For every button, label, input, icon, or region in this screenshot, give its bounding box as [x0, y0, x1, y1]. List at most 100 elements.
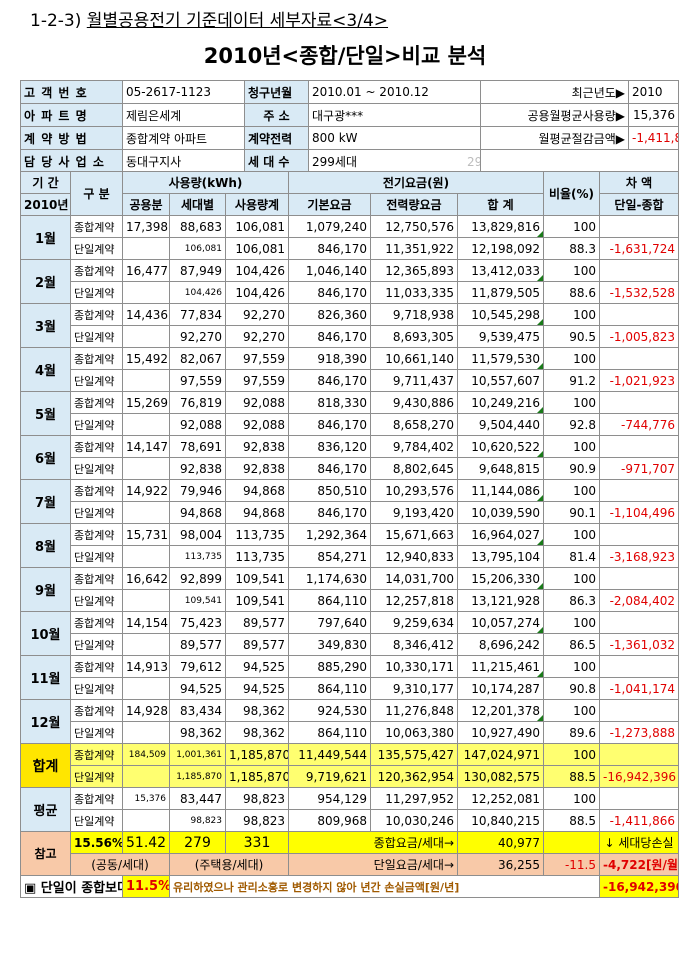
- house-count: 299세대299: [308, 149, 481, 173]
- cell: 818,330: [288, 391, 371, 414]
- contract-combined: 종합계약: [70, 479, 123, 502]
- month-label: 7월: [20, 479, 71, 524]
- cell: -1,104,496: [599, 501, 679, 524]
- month-label: 5월: [20, 391, 71, 436]
- cell: 92,270: [169, 325, 226, 348]
- contract-single: 단일계약: [70, 413, 123, 436]
- contract-combined: 종합계약: [70, 259, 123, 282]
- section-title: 월별공용전기 기준데이터 세부자료<3/4>: [86, 11, 389, 31]
- cell: [599, 743, 679, 766]
- summary-pct: 11.5%: [122, 875, 170, 898]
- month-label: 6월: [20, 435, 71, 480]
- table-row: 3월 종합계약 14,436 77,834 92,270 826,360 9,718,938…: [20, 303, 679, 348]
- table-row: 단일계약 106,081 106,081 846,170 11,351,922 12,19…: [21, 237, 679, 260]
- contract-combined: 종합계약: [70, 743, 123, 766]
- contract-combined: 종합계약: [70, 391, 123, 414]
- cell: 14,928: [122, 699, 170, 722]
- table-row: 단일계약 94,868 94,868 846,170 9,193,420 10,039,5…: [21, 501, 679, 524]
- cell: [599, 523, 679, 546]
- cell: 100: [543, 303, 600, 326]
- cell: -1,021,923: [599, 369, 679, 392]
- cell: [599, 303, 679, 326]
- cell: 8,802,645: [370, 457, 458, 480]
- hdr-kind: 구 분: [70, 171, 123, 216]
- cell: 88.6: [543, 281, 600, 304]
- cell: 100: [543, 699, 600, 722]
- ref-pct: 15.56%: [70, 831, 123, 854]
- cust-no: 05-2617-1123: [122, 80, 245, 104]
- month-label: 12월: [20, 699, 71, 744]
- cell: 120,362,954: [370, 765, 458, 788]
- cell: [122, 325, 170, 348]
- hdr-year: 2010년: [20, 193, 71, 216]
- cell: 100: [543, 479, 600, 502]
- office-label: 담 당 사 업 소: [20, 149, 123, 173]
- cell: 100: [543, 347, 600, 370]
- cell: [122, 457, 170, 480]
- cell: 92,899: [169, 567, 226, 590]
- cell: 109,541: [169, 589, 226, 612]
- cust-no-label: 고 객 번 호: [20, 80, 123, 104]
- cell: 135,575,427: [370, 743, 458, 766]
- cell: 10,545,298: [457, 303, 544, 326]
- cell: [122, 281, 170, 304]
- cell: 9,539,475: [457, 325, 544, 348]
- cell: 94,868: [225, 501, 289, 524]
- cell: 76,819: [169, 391, 226, 414]
- cell: 8,658,270: [370, 413, 458, 436]
- contract-combined: 종합계약: [70, 699, 123, 722]
- cell: [599, 699, 679, 722]
- monthly-table: 기 간 구 분 사용량(kWh) 전기요금(원) 비율(%) 차 액 2010년…: [20, 171, 679, 898]
- cell: 15,269: [122, 391, 170, 414]
- contract-combined: 종합계약: [70, 567, 123, 590]
- cell: 94,868: [169, 501, 226, 524]
- table-row: 10월 종합계약 14,154 75,423 89,577 797,640 9,259,63…: [20, 611, 679, 656]
- cell: 100: [543, 523, 600, 546]
- cell: 12,940,833: [370, 545, 458, 568]
- table-row: 9월 종합계약 16,642 92,899 109,541 1,174,630 14,031…: [20, 567, 679, 612]
- cell: 94,525: [169, 677, 226, 700]
- cell: -1,532,528: [599, 281, 679, 304]
- cell: 113,735: [225, 523, 289, 546]
- table-row: 단일계약 92,088 92,088 846,170 8,658,270 9,504,44…: [21, 413, 679, 436]
- cell: 924,530: [288, 699, 371, 722]
- ref-combined-val: 40,977: [457, 831, 544, 854]
- cell: 78,691: [169, 435, 226, 458]
- contract-single: 단일계약: [70, 501, 123, 524]
- hdr-base: 기본요금: [288, 193, 371, 216]
- table-row: 6월 종합계약 14,147 78,691 92,838 836,120 9,784,402…: [20, 435, 679, 480]
- cell: 809,968: [288, 809, 371, 832]
- table-row: 단일계약 89,577 89,577 349,830 8,346,412 8,696,24…: [21, 633, 679, 656]
- comment-marker-icon: [537, 495, 543, 501]
- contract-single: 단일계약: [70, 457, 123, 480]
- cell: 9,711,437: [370, 369, 458, 392]
- table-row: 단일계약 98,362 98,362 864,110 10,063,380 10,927,…: [21, 721, 679, 744]
- cell: 10,840,215: [457, 809, 544, 832]
- month-label: 합계: [20, 743, 71, 788]
- cell: 14,031,700: [370, 567, 458, 590]
- hdr-usage-total: 사용량계: [225, 193, 289, 216]
- cell: 14,922: [122, 479, 170, 502]
- contract-power: 800 kW: [308, 126, 481, 150]
- cell: [599, 347, 679, 370]
- cell: 10,174,287: [457, 677, 544, 700]
- section-number: 1-2-3): [30, 11, 82, 31]
- month-label: 1월: [20, 215, 71, 260]
- month-label: 4월: [20, 347, 71, 392]
- cell: 864,110: [288, 721, 371, 744]
- house-count-gray: 299: [467, 154, 480, 169]
- cell: 11,144,086: [457, 479, 544, 502]
- cell: 92.8: [543, 413, 600, 436]
- cell: 97,559: [225, 347, 289, 370]
- hdr-household: 세대별: [169, 193, 226, 216]
- save-amount: -1,411,866: [628, 126, 679, 150]
- contract-single: 단일계약: [70, 237, 123, 260]
- cell: 14,147: [122, 435, 170, 458]
- cell: 94,525: [225, 655, 289, 678]
- cell: 100: [543, 567, 600, 590]
- cell: 104,426: [169, 281, 226, 304]
- ref-diff-pct: -11.5: [543, 853, 600, 876]
- cell: 89,577: [225, 611, 289, 634]
- table-row: 단일계약 92,270 92,270 846,170 8,693,305 9,539,47…: [21, 325, 679, 348]
- cell: [122, 545, 170, 568]
